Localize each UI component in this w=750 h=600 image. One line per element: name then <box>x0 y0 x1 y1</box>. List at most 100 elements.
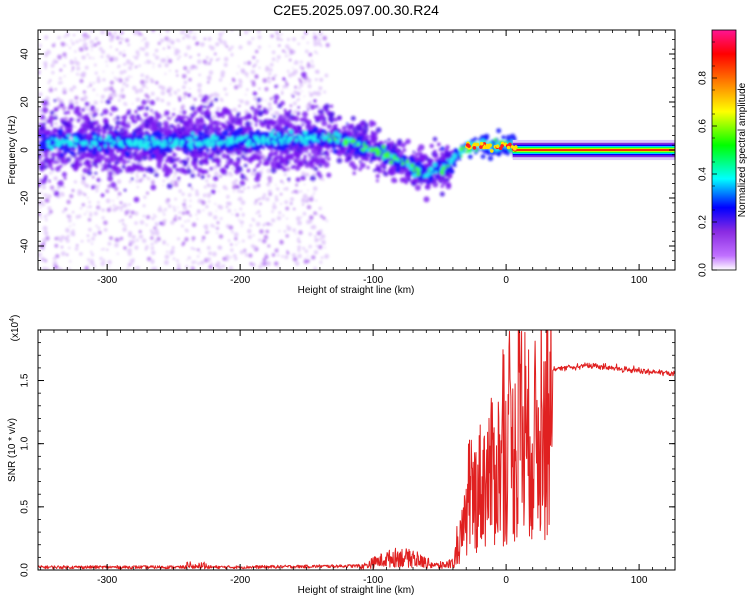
band-cell <box>90 108 93 112</box>
noise-cell <box>145 223 148 227</box>
noise-cell <box>196 255 200 258</box>
noise-cell <box>146 256 152 262</box>
band-cell <box>89 124 95 129</box>
noise-cell <box>96 78 101 84</box>
hot-cell <box>151 141 155 144</box>
band-cell <box>104 157 109 163</box>
band-cell <box>95 152 103 160</box>
band-cell <box>106 99 111 105</box>
hot-cell <box>109 143 114 148</box>
band-cell <box>141 99 147 106</box>
noise-cell <box>231 174 234 177</box>
noise-cell <box>292 67 294 69</box>
noise-cell <box>319 44 323 47</box>
noise-cell <box>231 77 235 81</box>
noise-cell <box>109 236 113 241</box>
band-cell <box>420 183 423 186</box>
band-cell <box>315 104 319 109</box>
noise-cell <box>172 46 175 49</box>
band-cell <box>199 104 204 109</box>
hot-cell <box>434 170 438 174</box>
noise-cell <box>194 32 196 34</box>
noise-cell <box>314 234 317 238</box>
band-cell <box>320 160 325 165</box>
noise-cell <box>93 43 98 47</box>
noise-cell <box>294 122 297 125</box>
noise-cell <box>206 246 211 250</box>
band-cell <box>240 173 244 177</box>
noise-cell <box>270 223 273 226</box>
noise-cell <box>113 31 117 35</box>
band-cell <box>236 159 241 164</box>
band-cell <box>254 118 259 123</box>
noise-cell <box>66 234 70 238</box>
core-cell <box>203 125 207 128</box>
noise-cell <box>79 207 83 210</box>
band-cell <box>385 174 388 177</box>
noise-cell <box>129 215 132 218</box>
band-cell <box>181 110 187 115</box>
noise-cell <box>62 87 67 92</box>
band-cell <box>109 112 113 116</box>
noise-cell <box>81 203 85 207</box>
noise-cell <box>214 171 219 176</box>
noise-cell <box>38 206 41 209</box>
noise-cell <box>276 247 279 250</box>
noise-cell <box>237 65 240 68</box>
noise-cell <box>192 35 197 41</box>
band-cell <box>243 163 248 168</box>
noise-cell <box>69 260 72 263</box>
noise-cell <box>281 255 284 258</box>
noise-cell <box>132 124 135 127</box>
band-cell <box>159 221 163 225</box>
noise-cell <box>88 56 92 60</box>
hot-cell <box>66 134 71 138</box>
noise-cell <box>97 226 101 230</box>
noise-cell <box>109 205 112 209</box>
noise-cell <box>132 55 135 58</box>
noise-cell <box>81 120 84 123</box>
noise-cell <box>223 62 228 67</box>
noise-cell <box>237 83 243 89</box>
band-cell <box>39 130 42 134</box>
noise-cell <box>135 65 138 68</box>
noise-cell <box>43 193 48 197</box>
noise-cell <box>80 239 84 243</box>
noise-cell <box>122 227 127 232</box>
noise-cell <box>267 76 270 80</box>
noise-cell <box>192 240 194 242</box>
band-cell <box>40 178 47 185</box>
noise-cell <box>299 80 303 84</box>
noise-cell <box>262 258 266 262</box>
noise-cell <box>258 197 261 201</box>
band-cell <box>79 162 83 167</box>
band-cell <box>74 106 81 112</box>
noise-cell <box>113 56 119 62</box>
noise-cell <box>86 210 89 213</box>
core-cell <box>150 153 156 159</box>
noise-cell <box>128 180 132 184</box>
band-cell <box>362 130 368 135</box>
noise-cell <box>183 199 187 203</box>
band-cell <box>347 131 351 135</box>
noise-cell <box>53 42 56 45</box>
band-cell <box>191 160 197 167</box>
band-cell <box>169 124 174 129</box>
noise-cell <box>72 223 75 226</box>
band-cell <box>104 119 109 124</box>
noise-cell <box>284 80 288 83</box>
band-cell <box>333 117 338 122</box>
noise-cell <box>310 195 314 198</box>
noise-cell <box>83 105 87 109</box>
noise-cell <box>325 43 330 48</box>
noise-cell <box>271 57 276 62</box>
core-cell <box>92 150 97 155</box>
band-cell <box>258 160 263 164</box>
band-cell <box>226 156 231 161</box>
noise-cell <box>216 221 220 225</box>
noise-cell <box>280 38 283 41</box>
band-cell <box>123 188 127 192</box>
noise-cell <box>319 214 324 218</box>
noise-cell <box>283 187 286 191</box>
core-cell <box>284 125 289 130</box>
